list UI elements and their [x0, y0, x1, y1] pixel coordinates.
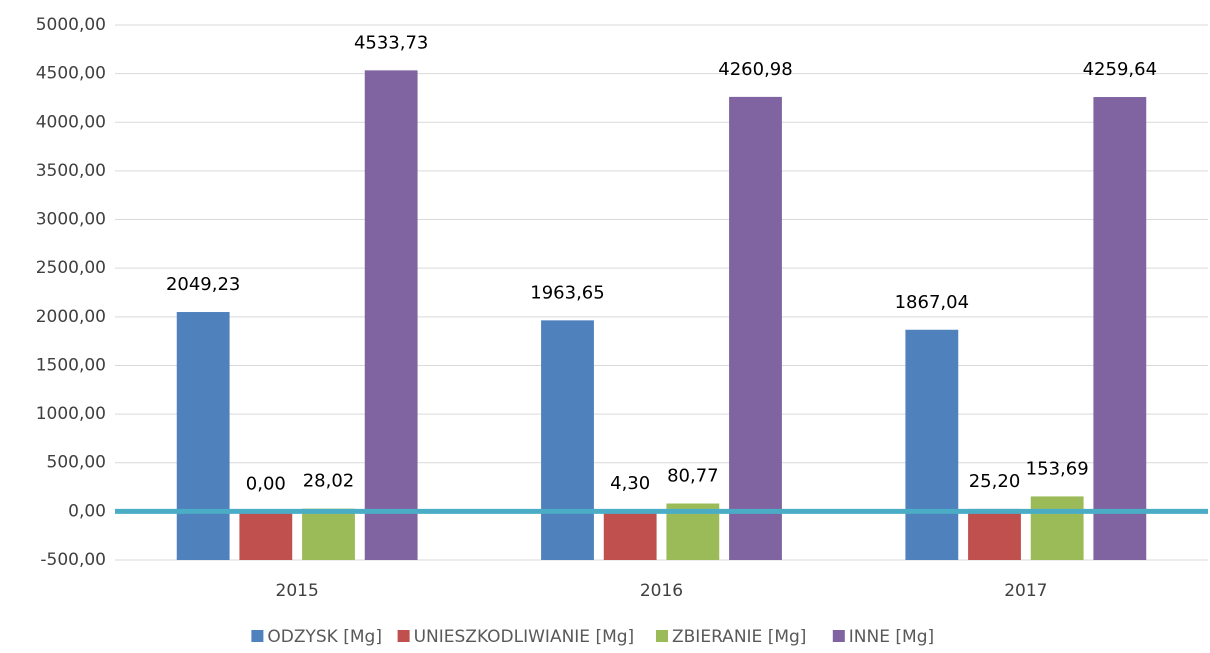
y-tick-label: 1000,00	[36, 404, 106, 424]
data-label: 1867,04	[895, 292, 969, 313]
bar	[1093, 97, 1147, 560]
data-label: 4533,73	[354, 32, 428, 53]
legend-label: ODZYSK [Mg]	[267, 627, 382, 647]
y-tick-label: 0,00	[68, 501, 106, 521]
bar	[968, 508, 1021, 560]
data-label: 2049,23	[166, 274, 240, 295]
bar	[1030, 496, 1084, 560]
data-label: 4,30	[610, 473, 650, 494]
bar	[302, 508, 355, 560]
y-tick-label: 5000,00	[36, 15, 106, 35]
y-tick-label: 4000,00	[36, 112, 106, 132]
bar	[541, 320, 594, 560]
y-tick-label: 4500,00	[36, 64, 106, 84]
legend-swatch	[832, 630, 845, 642]
legend-label: ZBIERANIE [Mg]	[672, 627, 806, 647]
bar	[603, 510, 657, 560]
legend-swatch	[397, 630, 410, 642]
y-tick-label: 500,00	[47, 453, 106, 473]
y-tick-label: -500,00	[40, 550, 106, 570]
data-label: 1963,65	[530, 282, 604, 303]
legend-label: UNIESZKODLIWIANIE [Mg]	[414, 627, 635, 647]
y-tick-label: 2500,00	[36, 258, 106, 278]
x-tick-label: 2017	[1004, 581, 1047, 601]
y-tick-label: 2000,00	[36, 307, 106, 327]
data-label: 25,20	[969, 471, 1021, 492]
legend-swatch	[656, 630, 668, 642]
data-label: 80,77	[667, 466, 719, 487]
data-label: 4259,64	[1083, 59, 1157, 80]
data-label: 28,02	[303, 471, 355, 492]
bar	[364, 70, 418, 561]
bar	[729, 96, 782, 561]
bar	[239, 511, 293, 560]
bar	[905, 329, 959, 560]
data-label: 4260,98	[718, 59, 792, 80]
y-tick-label: 3000,00	[36, 210, 106, 230]
y-tick-label: 3500,00	[36, 161, 106, 181]
x-tick-label: 2015	[276, 581, 319, 601]
y-tick-label: 1500,00	[36, 355, 106, 375]
legend-label: INNE [Mg]	[849, 627, 934, 647]
x-tick-label: 2016	[640, 581, 683, 601]
data-label: 0,00	[246, 473, 286, 494]
bar	[176, 312, 230, 560]
data-label: 153,69	[1026, 458, 1089, 479]
legend-swatch	[251, 630, 264, 642]
